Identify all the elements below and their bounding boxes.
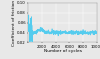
X-axis label: Number of cycles: Number of cycles [44, 49, 82, 53]
Y-axis label: Coefficient of friction: Coefficient of friction [12, 0, 16, 46]
